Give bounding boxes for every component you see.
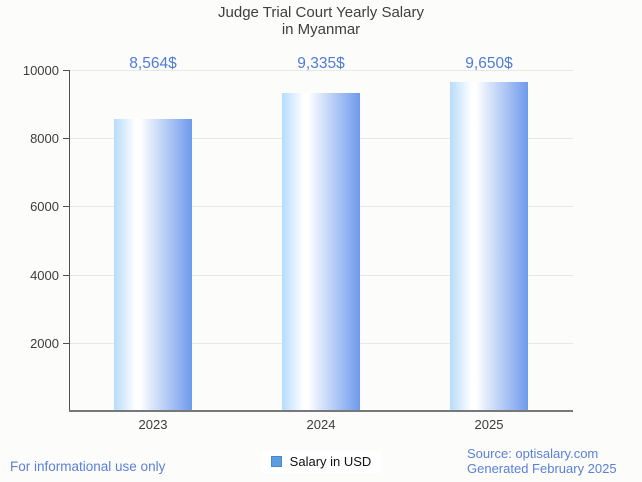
generated-line: Generated February 2025 — [467, 461, 617, 476]
x-axis-category-label: 2023 — [138, 417, 168, 432]
y-axis-tick-label: 10000 — [22, 63, 59, 78]
legend: Salary in USD — [0, 451, 642, 473]
source-line: Source: optisalary.com — [467, 446, 599, 461]
gridline — [69, 70, 573, 71]
bar[interactable] — [450, 81, 528, 411]
y-axis-tick-label: 4000 — [30, 267, 59, 283]
bar-value-label: 9,650$ — [465, 55, 513, 72]
tick-mark — [63, 70, 69, 71]
chart-title: Judge Trial Court Yearly Salary in Myanm… — [218, 4, 424, 38]
tick-mark — [63, 342, 69, 344]
y-axis-line — [69, 70, 70, 411]
bar-value-label: 9,335$ — [297, 55, 345, 72]
y-axis-tick-label: 8000 — [30, 131, 59, 147]
disclaimer-text: For informational use only — [10, 459, 166, 474]
y-axis-tick-label: 6000 — [30, 199, 59, 215]
tick-mark — [63, 274, 69, 276]
tick-mark — [63, 206, 69, 208]
legend-label: Salary in USD — [289, 454, 372, 469]
tick-mark — [63, 138, 69, 140]
x-axis-category-label: 2025 — [474, 417, 504, 432]
legend-item: Salary in USD — [260, 451, 382, 473]
x-axis-baseline — [69, 410, 573, 412]
bar[interactable] — [282, 92, 360, 411]
source-attribution: Source: optisalary.com Generated Februar… — [467, 446, 617, 476]
y-axis-tick-label: 2000 — [30, 335, 59, 351]
bar[interactable] — [114, 118, 192, 411]
bar-value-label: 8,564$ — [129, 55, 177, 72]
x-axis-category-label: 2024 — [306, 417, 336, 432]
legend-swatch-icon — [270, 456, 282, 467]
